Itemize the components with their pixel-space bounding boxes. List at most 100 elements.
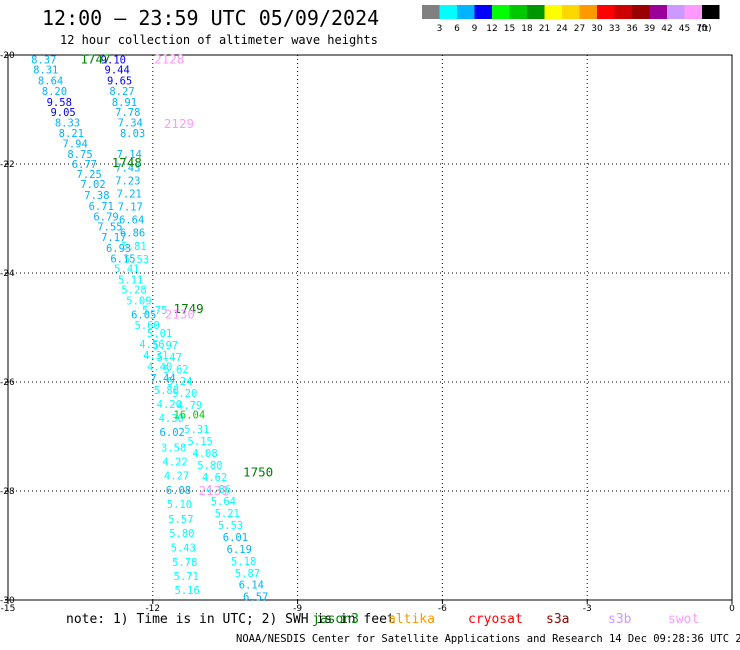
legend-swatch xyxy=(544,5,562,19)
track-a: 8.378.318.648.209.589.058.338.217.948.75… xyxy=(31,54,200,597)
legend-label: 3 xyxy=(437,24,443,34)
satellite-swot: swot xyxy=(668,612,700,627)
footer-source: NOAA/NESDIS Center for Satellite Applica… xyxy=(236,633,740,645)
wave-height-label: 4.22 xyxy=(162,457,187,469)
pass-time-label: 2131 xyxy=(199,483,229,498)
wave-height-label: 5.11 xyxy=(118,275,143,287)
wave-height-label: 6.02 xyxy=(160,427,185,439)
wave-height-label: 9.44 xyxy=(105,65,130,77)
x-tick-label: -12 xyxy=(145,604,160,612)
y-tick-label: -22 xyxy=(0,160,15,170)
pass-time-label: 1748 xyxy=(112,155,142,170)
wave-height-label: 8.27 xyxy=(109,86,134,98)
wave-height-label: 5.15 xyxy=(188,436,213,448)
wave-height-label: 5.47 xyxy=(157,352,182,364)
legend-label: 45 xyxy=(679,24,690,34)
wave-height-label: 7.44 xyxy=(150,373,175,385)
wave-height-label: 7.43 xyxy=(115,162,140,174)
wave-height-label: 5.80 xyxy=(169,528,194,540)
wave-height-label: 7.02 xyxy=(80,179,105,191)
wave-height-label: 8.37 xyxy=(31,54,56,66)
wave-height-label: 5.97 xyxy=(153,340,178,352)
wave-height-label: 5.87 xyxy=(235,568,260,580)
wave-height-label: 5.16 xyxy=(175,585,200,597)
footer-note: note: 1) Time is in UTC; 2) SWH is in fe… xyxy=(66,612,395,627)
legend-label: 27 xyxy=(574,24,585,34)
wave-height-label: 8.33 xyxy=(55,118,80,130)
wave-height-label: 6.05 xyxy=(131,309,156,321)
wave-height-label: 6.86 xyxy=(120,228,145,240)
wave-height-label: 5.09 xyxy=(126,295,151,307)
wave-height-label: 7.23 xyxy=(115,175,140,187)
pass-time-label: 1747 xyxy=(80,51,110,66)
wave-height-label: 5.57 xyxy=(168,514,193,526)
wave-height-label: 7.17 xyxy=(101,232,126,244)
x-tick-label: 0 xyxy=(729,604,735,612)
wave-height-label: 8.03 xyxy=(120,128,145,140)
legend-swatch xyxy=(579,5,597,19)
wave-height-label: 5.41 xyxy=(114,264,139,276)
wave-height-map: -15 -12 -9 -6 -3 0-20-22-24-26-28-308.378.318… xyxy=(0,51,735,612)
wave-height-label: 6.93 xyxy=(106,243,131,255)
legend-swatch xyxy=(614,5,632,19)
legend-label: 70 xyxy=(696,24,708,34)
page-subtitle: 12 hour collection of altimeter wave hei… xyxy=(60,33,378,47)
satellite-jason3: jason3 xyxy=(312,612,359,627)
wave-height-label: 7.94 xyxy=(63,138,88,150)
legend-swatch xyxy=(422,5,440,19)
pass-time-label: 1750 xyxy=(243,464,273,479)
x-tick-label: -9 xyxy=(293,604,302,612)
wave-height-label: 6.64 xyxy=(119,215,144,227)
wave-height-label: 5.53 xyxy=(218,520,243,532)
y-tick-label: -26 xyxy=(0,378,15,388)
wave-height-label: 5.81 xyxy=(121,241,146,253)
satellite-altika: altika xyxy=(388,612,435,627)
wave-height-label: 6.14 xyxy=(239,580,264,592)
legend-label: 12 xyxy=(486,24,497,34)
wave-height-label: 9.58 xyxy=(47,97,72,109)
satellite-s3b: s3b xyxy=(608,612,632,627)
pass-time-label: 1749 xyxy=(174,301,204,316)
legend-label: 36 xyxy=(626,24,638,34)
legend-swatch xyxy=(509,5,527,19)
wave-height-label: 6.19 xyxy=(227,544,252,556)
wave-height-label: 6.79 xyxy=(93,211,118,223)
legend-swatch xyxy=(457,5,475,19)
wave-height-label: 6.57 xyxy=(243,592,268,604)
y-tick-label: -24 xyxy=(0,269,15,279)
pass-time-label: 2128 xyxy=(154,51,184,66)
wave-height-label: 5.24 xyxy=(167,376,192,388)
wave-height-label: 16.04 xyxy=(174,410,206,422)
satellite-cryosat: cryosat xyxy=(468,612,523,627)
wave-height-label: 5.20 xyxy=(172,388,197,400)
legend-swatch xyxy=(439,5,457,19)
wave-height-label: 4.08 xyxy=(192,448,217,460)
wave-height-label: 5.78 xyxy=(172,557,197,569)
wave-height-label: 5.28 xyxy=(121,284,146,296)
legend-label: 33 xyxy=(609,24,620,34)
legend-swatch xyxy=(527,5,545,19)
wave-height-label: 5.71 xyxy=(174,571,199,583)
wave-height-label: 7.14 xyxy=(117,149,142,161)
wave-height-label: 8.91 xyxy=(112,97,137,109)
wave-height-label: 4.40 xyxy=(147,362,172,374)
wave-height-label: 5.31 xyxy=(184,424,209,436)
legend-label: 9 xyxy=(472,24,478,34)
grid-lines xyxy=(8,55,732,600)
x-tick-label: -6 xyxy=(438,604,447,612)
wave-height-label: 4.30 xyxy=(159,413,184,425)
legend-swatch xyxy=(597,5,615,19)
wave-height-label: 7.34 xyxy=(118,118,143,130)
legend-label: 18 xyxy=(521,24,533,34)
wave-height-label: 7.78 xyxy=(115,107,140,119)
wave-height-label: 7.17 xyxy=(118,202,143,214)
color-legend: 3 6 9 12 15 18 21 24 27 30 33 36 39 42 45 70(ft) xyxy=(422,5,720,34)
wave-height-label: 4.62 xyxy=(202,472,227,484)
wave-height-label: 8.20 xyxy=(42,86,67,98)
y-tick-label: -28 xyxy=(0,487,15,497)
wave-height-label: 6.15 xyxy=(110,253,135,265)
legend-swatch xyxy=(474,5,492,19)
pass-time-label: 2129 xyxy=(164,116,194,131)
y-tick-label: -20 xyxy=(0,51,15,61)
